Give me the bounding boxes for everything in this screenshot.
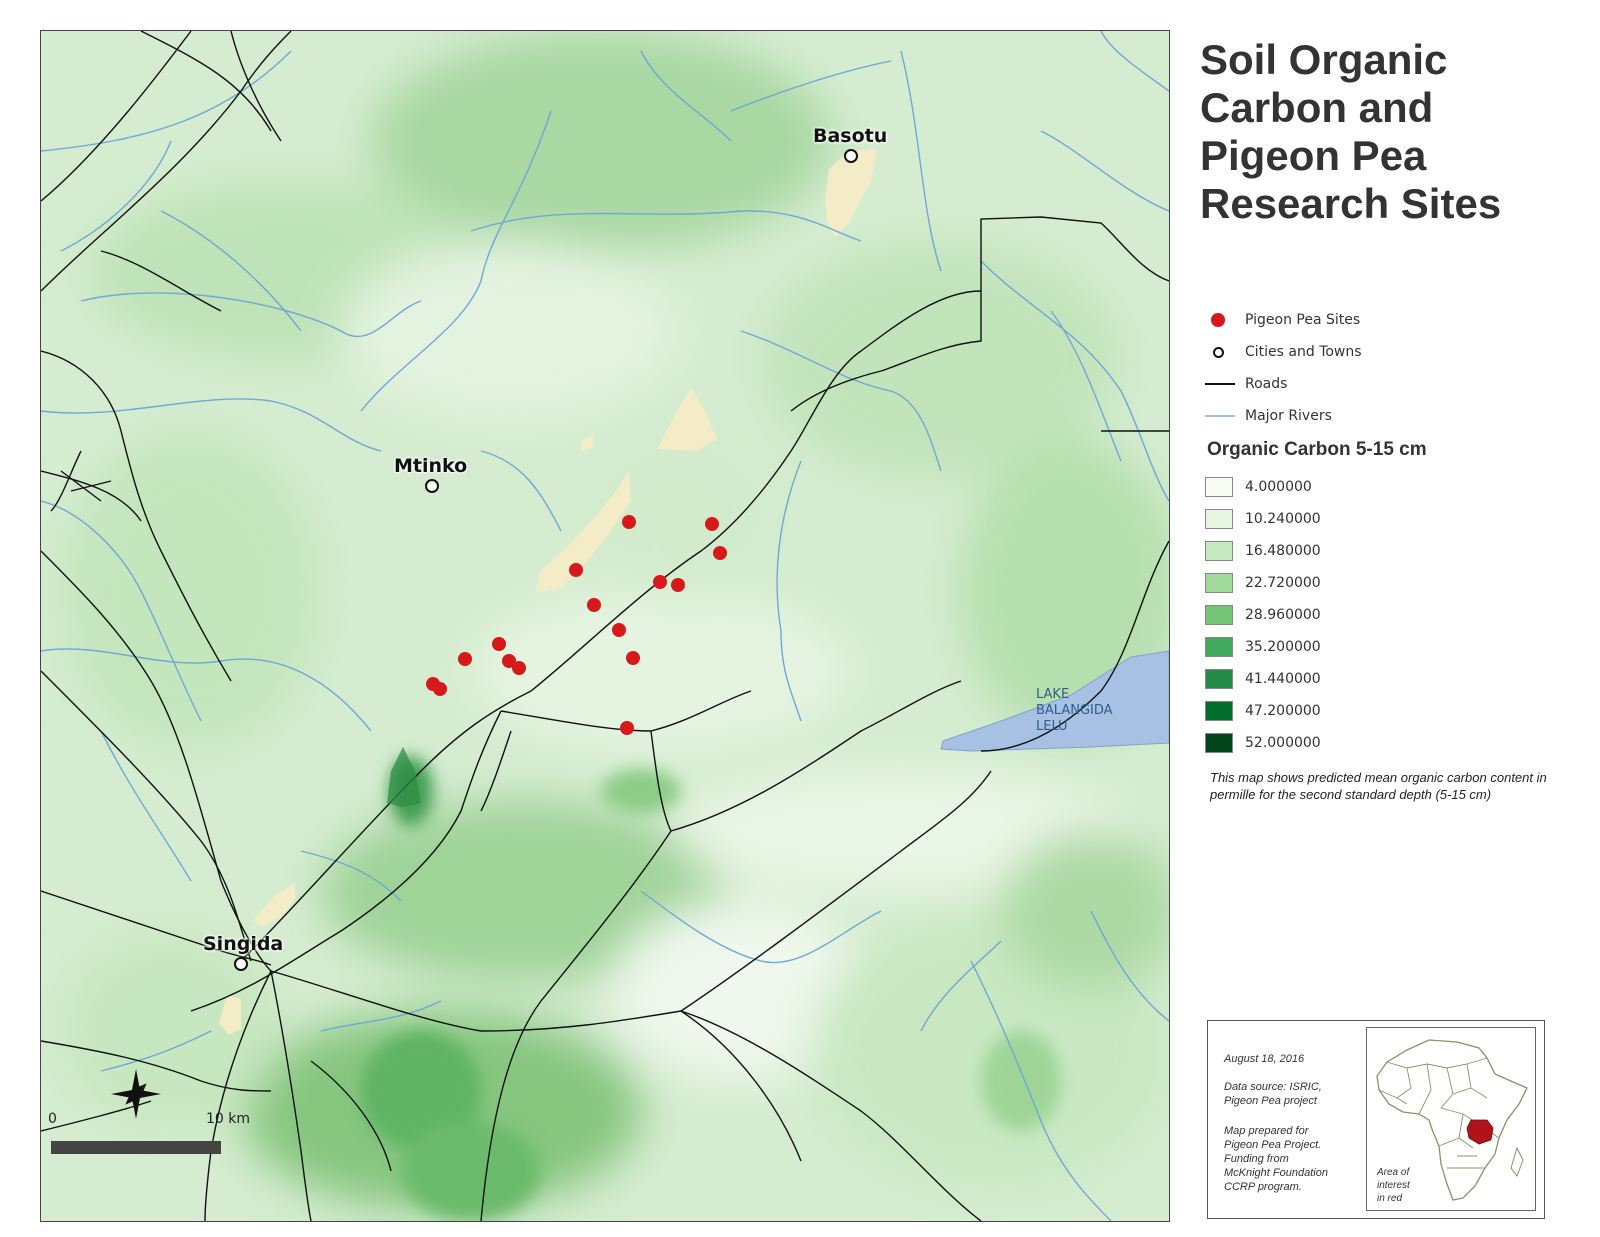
carbon-class-label: 22.720000 bbox=[1245, 575, 1321, 591]
carbon-class-label: 16.480000 bbox=[1245, 543, 1321, 559]
legend-label: Major Rivers bbox=[1245, 408, 1332, 424]
map-title: Soil Organic Carbon and Pigeon Pea Resea… bbox=[1200, 36, 1502, 227]
lake-label: LAKE BALANGIDA LELU bbox=[1036, 687, 1113, 734]
town-marker-singida[interactable] bbox=[234, 957, 248, 971]
carbon-swatch bbox=[1205, 573, 1233, 593]
carbon-class: 22.720000 bbox=[1205, 571, 1321, 595]
lake-balangida-lelu bbox=[940, 650, 1169, 752]
major-rivers-layer bbox=[41, 31, 1169, 1221]
carbon-class-label: 35.200000 bbox=[1245, 639, 1321, 655]
africa-map-icon bbox=[1376, 1039, 1528, 1201]
carbon-class: 52.000000 bbox=[1205, 731, 1321, 755]
pigeon-pea-site[interactable] bbox=[671, 578, 685, 592]
pigeon-pea-site[interactable] bbox=[512, 661, 526, 675]
pigeon-pea-site[interactable] bbox=[622, 515, 636, 529]
pigeon-pea-site-symbol-icon bbox=[1205, 308, 1245, 332]
carbon-swatch bbox=[1205, 509, 1233, 529]
map-description: This map shows predicted mean organic ca… bbox=[1210, 770, 1547, 802]
info-box: August 18, 2016 Data source: ISRIC, Pige… bbox=[1207, 1020, 1545, 1219]
town-symbol-icon bbox=[1205, 340, 1245, 364]
inset-caption: Area of interest in red bbox=[1377, 1167, 1410, 1204]
legend-label: Cities and Towns bbox=[1245, 344, 1362, 360]
map-canvas bbox=[41, 31, 1169, 1221]
scale-label-end: 10 km bbox=[206, 1111, 251, 1127]
place-label-singida: Singida bbox=[203, 933, 284, 955]
carbon-class: 47.200000 bbox=[1205, 699, 1321, 723]
carbon-class-label: 4.000000 bbox=[1245, 479, 1312, 495]
high-carbon-patch bbox=[387, 747, 421, 807]
area-of-interest-highlight bbox=[1466, 1119, 1494, 1145]
carbon-class: 35.200000 bbox=[1205, 635, 1321, 659]
pigeon-pea-site[interactable] bbox=[433, 682, 447, 696]
carbon-legend-heading: Organic Carbon 5-15 cm bbox=[1207, 439, 1427, 460]
legend-label: Pigeon Pea Sites bbox=[1245, 312, 1361, 328]
place-label-basotu: Basotu bbox=[813, 125, 888, 147]
legend-item-rivers: Major Rivers bbox=[1205, 404, 1332, 428]
carbon-swatch bbox=[1205, 541, 1233, 561]
carbon-swatch bbox=[1205, 669, 1233, 689]
legend-item-roads: Roads bbox=[1205, 372, 1287, 396]
legend-item-pigeon-pea-sites: Pigeon Pea Sites bbox=[1205, 308, 1360, 332]
scale-label-start: 0 bbox=[48, 1111, 57, 1127]
pigeon-pea-site[interactable] bbox=[713, 546, 727, 560]
carbon-class-label: 10.240000 bbox=[1245, 511, 1321, 527]
river-symbol-icon bbox=[1205, 404, 1245, 428]
north-arrow-icon bbox=[111, 1069, 161, 1119]
soil-carbon-layer bbox=[41, 31, 1169, 1221]
carbon-swatch bbox=[1205, 701, 1233, 721]
pigeon-pea-site[interactable] bbox=[626, 651, 640, 665]
map-credits: Map prepared for Pigeon Pea Project. Fun… bbox=[1224, 1125, 1328, 1193]
carbon-class-label: 52.000000 bbox=[1245, 735, 1321, 751]
carbon-class: 4.000000 bbox=[1205, 475, 1312, 499]
road-symbol-icon bbox=[1205, 372, 1245, 396]
carbon-swatch bbox=[1205, 477, 1233, 497]
pigeon-pea-site[interactable] bbox=[569, 563, 583, 577]
pigeon-pea-site[interactable] bbox=[458, 652, 472, 666]
pigeon-pea-site[interactable] bbox=[620, 721, 634, 735]
carbon-class: 41.440000 bbox=[1205, 667, 1321, 691]
carbon-class: 16.480000 bbox=[1205, 539, 1321, 563]
carbon-class-label: 47.200000 bbox=[1245, 703, 1321, 719]
map-area[interactable]: Basotu Mtinko Singida LAKE BALANGIDA LEL… bbox=[40, 30, 1170, 1222]
legend-label: Roads bbox=[1245, 376, 1288, 392]
carbon-class-label: 41.440000 bbox=[1245, 671, 1321, 687]
town-marker-basotu[interactable] bbox=[844, 149, 858, 163]
data-source: Data source: ISRIC, Pigeon Pea project bbox=[1224, 1081, 1322, 1107]
pigeon-pea-site[interactable] bbox=[653, 575, 667, 589]
pigeon-pea-site[interactable] bbox=[492, 637, 506, 651]
pigeon-pea-site[interactable] bbox=[705, 517, 719, 531]
carbon-class-label: 28.960000 bbox=[1245, 607, 1321, 623]
pigeon-pea-site[interactable] bbox=[587, 598, 601, 612]
carbon-class: 28.960000 bbox=[1205, 603, 1321, 627]
carbon-swatch bbox=[1205, 605, 1233, 625]
map-date: August 18, 2016 bbox=[1224, 1053, 1305, 1065]
town-marker-mtinko[interactable] bbox=[425, 479, 439, 493]
carbon-class: 10.240000 bbox=[1205, 507, 1321, 531]
place-label-mtinko: Mtinko bbox=[394, 455, 468, 477]
africa-inset-map: Area of interest in red bbox=[1366, 1027, 1536, 1211]
scale-bar bbox=[51, 1141, 221, 1154]
bare-soil-patches bbox=[219, 149, 877, 1035]
legend-item-cities: Cities and Towns bbox=[1205, 340, 1362, 364]
pigeon-pea-site[interactable] bbox=[612, 623, 626, 637]
carbon-swatch bbox=[1205, 733, 1233, 753]
carbon-swatch bbox=[1205, 637, 1233, 657]
